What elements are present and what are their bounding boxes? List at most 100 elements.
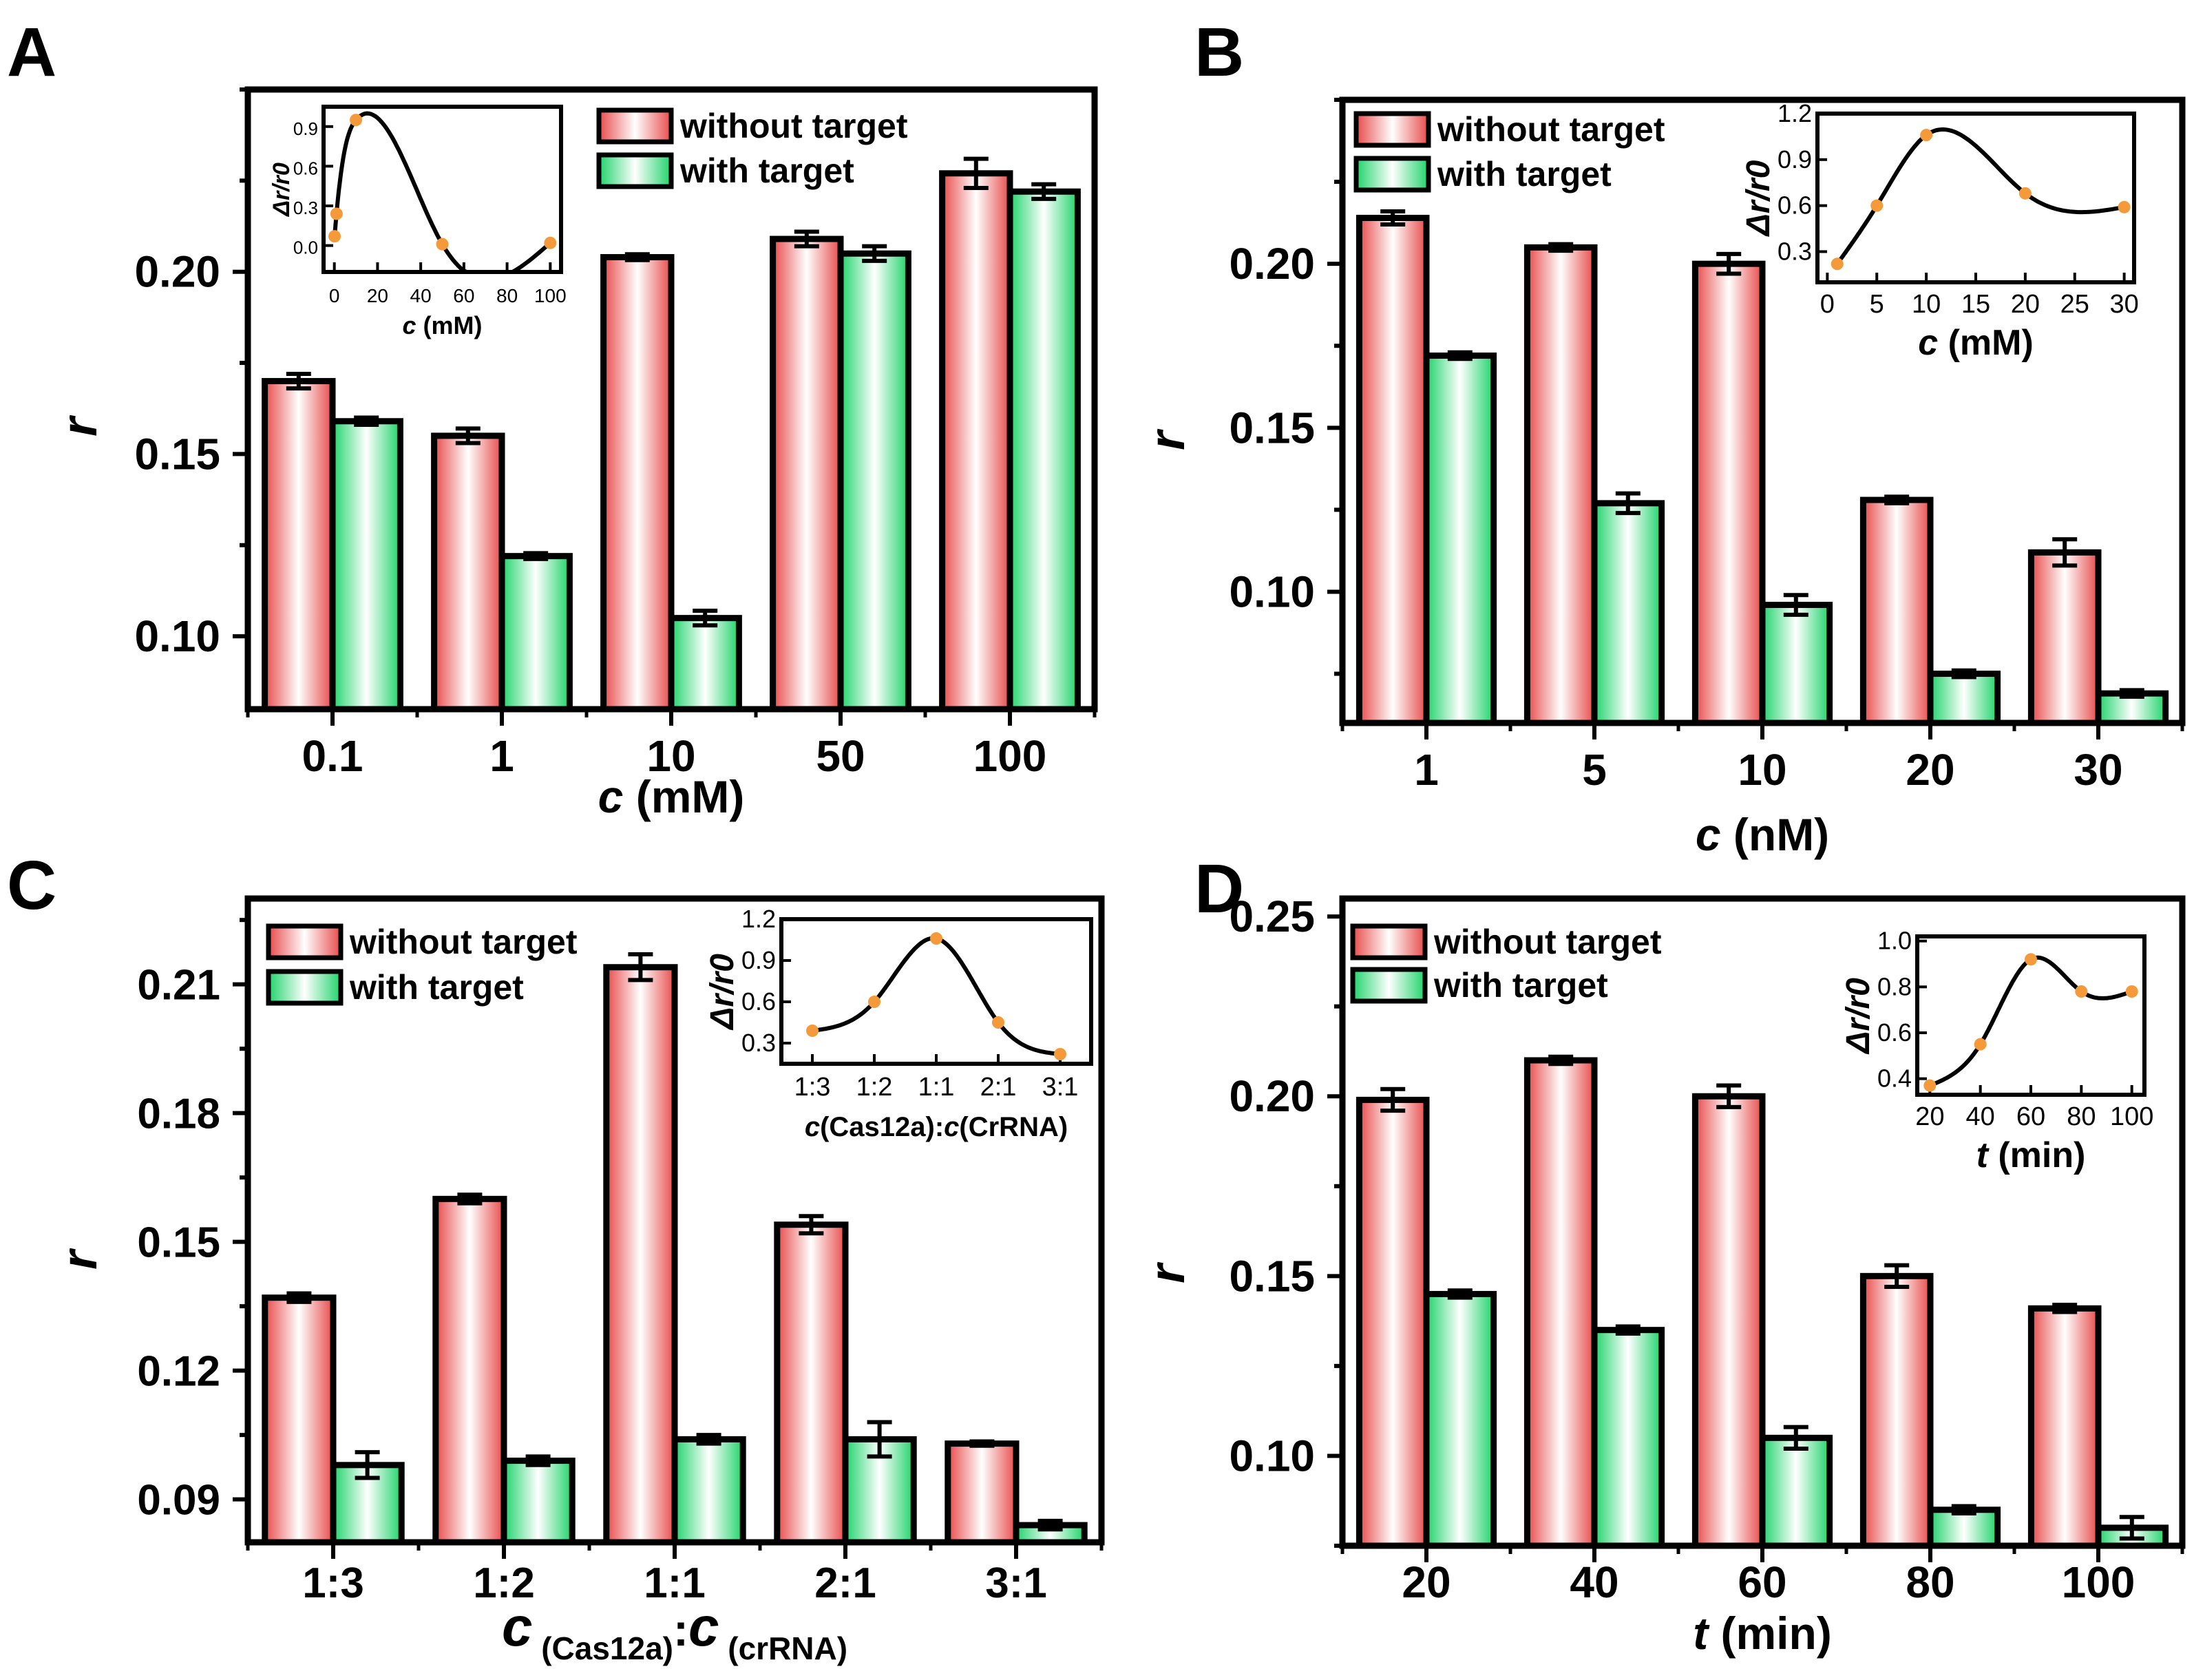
inset-chart: 0 20 40 60 80 100 0.0 0.3 0.6 0.9 Δr/r0 c (mM) <box>268 105 567 339</box>
bar-with-target-2 <box>668 615 742 713</box>
inset-y-tick-label: 0.3 <box>1778 237 1812 265</box>
inset-x-tick-label: 20 <box>1915 1102 1944 1131</box>
inset-x-tick-label: 0 <box>329 285 340 306</box>
inset-y-tick-label: 0.6 <box>1778 191 1812 220</box>
bar-without-target-1 <box>431 432 505 713</box>
inset-point-3 <box>992 1016 1004 1029</box>
y-tick-label: 0.15 <box>134 429 220 479</box>
inset-x-label-var: c <box>805 1112 820 1142</box>
panel-a: A 0.10 0.15 0.20 0.1 1 10 50 100 r c (mM) without t… <box>7 14 1098 822</box>
inset-x-label-var: c <box>944 1112 959 1142</box>
x-tick-label: 3:1 <box>985 1560 1047 1607</box>
x-tick-label: 60 <box>1738 1557 1786 1607</box>
inset-x-tick-label: 5 <box>1870 290 1884 319</box>
inset-x-tick-label: 60 <box>453 285 474 306</box>
x-tick-label: 40 <box>1570 1557 1618 1607</box>
inset-x-label-mid: (Cas12a): <box>820 1112 944 1142</box>
bar-without-target-4 <box>945 1440 1020 1546</box>
inset-point-2 <box>2025 953 2037 966</box>
bar-with-target-3 <box>837 250 911 713</box>
inset-point-3 <box>2018 187 2032 200</box>
x-label-sub: (crRNA) <box>719 1630 847 1666</box>
bar-without-target-3 <box>770 235 844 713</box>
inset-frame <box>1815 112 2136 284</box>
legend-label: without target <box>1437 110 1665 149</box>
x-tick-label: 10 <box>646 731 695 781</box>
panel-d: D 0.10 0.15 0.20 0.25 20 40 60 80 100 r t (min) with… <box>1140 850 2186 1659</box>
x-axis-label: c (mM) <box>598 771 745 822</box>
inset-x-label-end: (CrRNA) <box>959 1112 1068 1142</box>
x-label-var: c <box>502 1596 533 1657</box>
inset-y-tick-label: 0.9 <box>293 118 318 139</box>
inset-y-tick-label: 0.6 <box>293 158 318 178</box>
y-tick-label: 0.09 <box>137 1477 220 1524</box>
inset-x-axis-label: c(Cas12a):c(CrRNA) <box>805 1112 1068 1142</box>
panel-c: C 0.09 0.12 0.15 0.18 0.21 1:3 1:2 1:1 2:1 3:1 r c (… <box>7 847 1105 1666</box>
inset-point-4 <box>1054 1048 1066 1060</box>
x-tick-label: 2:1 <box>814 1560 876 1607</box>
inset-x-tick-label: 60 <box>2016 1102 2045 1131</box>
inset-x-tick-label: 80 <box>2067 1102 2096 1131</box>
inset-point-3 <box>2075 985 2088 998</box>
inset-point-4 <box>544 236 557 249</box>
x-label-unit: (nM) <box>1721 809 1830 860</box>
y-axis-label: r <box>52 1248 107 1270</box>
y-axis-label: r <box>52 414 107 437</box>
legend-swatch-with-target <box>1353 156 1431 193</box>
legend-label: without target <box>1433 923 1662 961</box>
legend-swatch-with-target <box>596 152 674 189</box>
inset-x-tick-label: 20 <box>2011 290 2040 319</box>
inset-point-2 <box>1920 129 1933 142</box>
x-tick-label: 1:1 <box>644 1560 706 1607</box>
legend-swatch-without-target <box>1353 111 1431 148</box>
x-axis-label: c (Cas12a):c (crRNA) <box>502 1596 847 1666</box>
inset-point-1 <box>1974 1038 1987 1051</box>
x-tick-label: 50 <box>816 731 865 781</box>
bar-without-target-2 <box>603 964 678 1546</box>
legend-label: with target <box>349 968 524 1007</box>
bar-with-target-2 <box>671 1436 746 1546</box>
inset-point-1 <box>868 996 880 1008</box>
inset-x-label-unit: (min) <box>1988 1135 2086 1175</box>
bar-with-target-1 <box>1591 500 1665 726</box>
y-tick-label: 0.20 <box>1229 239 1315 288</box>
y-axis-label: r <box>1140 1261 1195 1283</box>
x-tick-label: 20 <box>1402 1557 1451 1607</box>
y-tick-label: 0.12 <box>137 1348 220 1396</box>
bar-without-target-3 <box>1859 1272 1934 1549</box>
inset-x-tick-label: 1:2 <box>856 1073 893 1102</box>
inset-point-1 <box>330 207 343 220</box>
bar-without-target-0 <box>262 1294 337 1546</box>
legend-label: without target <box>349 923 578 961</box>
x-tick-label: 1 <box>489 731 514 781</box>
inset-x-tick-label: 100 <box>2110 1102 2153 1131</box>
inset-point-2 <box>350 114 363 127</box>
legend-label: with target <box>1437 155 1612 193</box>
legend-swatch-without-target <box>266 923 344 960</box>
inset-point-0 <box>1923 1079 1937 1092</box>
inset-y-tick-label: 0.9 <box>741 946 776 974</box>
inset-y-tick-label: 1.0 <box>1877 927 1912 955</box>
x-label-unit: (min) <box>1708 1608 1832 1659</box>
bar-with-target-4 <box>1006 188 1081 713</box>
inset-x-tick-label: 100 <box>534 285 567 306</box>
inset-chart: 20 40 60 80 100 0.4 0.6 0.8 1.0Δr/r0 t (min) <box>1840 927 2153 1175</box>
inset-x-tick-label: 2:1 <box>980 1073 1017 1102</box>
x-label-var: t <box>1693 1608 1710 1659</box>
legend-swatch-without-target <box>596 107 674 145</box>
x-tick-label: 1:2 <box>473 1560 535 1607</box>
legend-label: with target <box>679 151 854 190</box>
x-axis-label: t (min) <box>1693 1608 1832 1659</box>
bar-without-target-2 <box>1691 1093 1766 1549</box>
inset-x-label-unit: (mM) <box>416 311 483 339</box>
bar-without-target-1 <box>1523 1057 1598 1549</box>
bar-with-target-1 <box>1591 1327 1665 1549</box>
inset-x-axis-label: c (mM) <box>1918 323 2034 363</box>
inset-x-tick-label: 40 <box>410 285 432 306</box>
bar-with-target-1 <box>500 1458 576 1546</box>
legend-label: without target <box>679 107 908 145</box>
y-tick-label: 0.20 <box>134 247 220 297</box>
inset-x-label-unit: (mM) <box>1938 323 2034 363</box>
inset-y-axis-label: Δr/r0 <box>268 162 295 218</box>
